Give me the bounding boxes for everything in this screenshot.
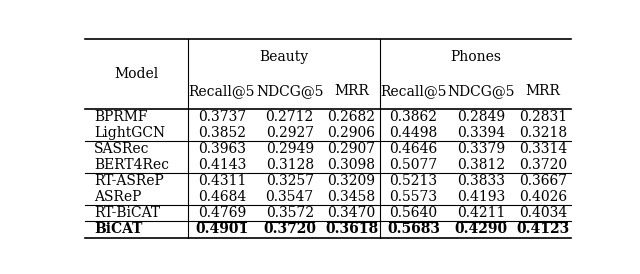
Text: 0.3667: 0.3667 [519,174,567,188]
Text: 0.3394: 0.3394 [457,126,505,140]
Text: 0.5573: 0.5573 [389,190,438,204]
Text: 0.3314: 0.3314 [519,142,567,156]
Text: Model: Model [115,67,159,81]
Text: 0.5077: 0.5077 [389,158,438,172]
Text: 0.3572: 0.3572 [266,206,314,220]
Text: 0.3963: 0.3963 [198,142,246,156]
Text: NDCG@5: NDCG@5 [256,84,323,98]
Text: 0.2682: 0.2682 [328,110,376,124]
Text: 0.2906: 0.2906 [328,126,376,140]
Text: MRR: MRR [525,84,561,98]
Text: BiCAT: BiCAT [94,222,142,236]
Text: 0.2907: 0.2907 [328,142,376,156]
Text: 0.4290: 0.4290 [454,222,508,236]
Text: 0.3720: 0.3720 [263,222,316,236]
Text: 0.4123: 0.4123 [516,222,570,236]
Text: 0.3128: 0.3128 [266,158,314,172]
Text: Recall@5: Recall@5 [380,84,447,98]
Text: 0.4211: 0.4211 [457,206,506,220]
Text: SASRec: SASRec [94,142,149,156]
Text: 0.4026: 0.4026 [519,190,567,204]
Text: 0.3812: 0.3812 [457,158,505,172]
Text: 0.3209: 0.3209 [328,174,376,188]
Text: BPRMF: BPRMF [94,110,147,124]
Text: MRR: MRR [334,84,369,98]
Text: 0.3737: 0.3737 [198,110,246,124]
Text: BERT4Rec: BERT4Rec [94,158,169,172]
Text: NDCG@5: NDCG@5 [447,84,515,98]
Text: 0.3547: 0.3547 [266,190,314,204]
Text: 0.2849: 0.2849 [457,110,505,124]
Text: 0.4034: 0.4034 [519,206,567,220]
Text: RT-ASReP: RT-ASReP [94,174,164,188]
Text: 0.3458: 0.3458 [328,190,376,204]
Text: 0.4684: 0.4684 [198,190,246,204]
Text: Phones: Phones [450,50,500,64]
Text: 0.2927: 0.2927 [266,126,314,140]
Text: 0.3618: 0.3618 [325,222,378,236]
Text: 0.4311: 0.4311 [198,174,246,188]
Text: Recall@5: Recall@5 [189,84,255,98]
Text: 0.5213: 0.5213 [389,174,438,188]
Text: 0.4193: 0.4193 [457,190,506,204]
Text: 0.5640: 0.5640 [389,206,438,220]
Text: 0.2712: 0.2712 [266,110,314,124]
Text: ASReP: ASReP [94,190,141,204]
Text: 0.3720: 0.3720 [519,158,567,172]
Text: LightGCN: LightGCN [94,126,165,140]
Text: 0.3862: 0.3862 [389,110,437,124]
Text: 0.3833: 0.3833 [457,174,505,188]
Text: 0.5683: 0.5683 [387,222,440,236]
Text: 0.3379: 0.3379 [457,142,505,156]
Text: 0.3098: 0.3098 [328,158,376,172]
Text: 0.2831: 0.2831 [519,110,567,124]
Text: 0.3470: 0.3470 [328,206,376,220]
Text: Beauty: Beauty [259,50,308,64]
Text: 0.4646: 0.4646 [389,142,438,156]
Text: RT-BiCAT: RT-BiCAT [94,206,160,220]
Text: 0.2949: 0.2949 [266,142,314,156]
Text: 0.4901: 0.4901 [195,222,248,236]
Text: 0.3852: 0.3852 [198,126,246,140]
Text: 0.3218: 0.3218 [519,126,567,140]
Text: 0.4769: 0.4769 [198,206,246,220]
Text: 0.4143: 0.4143 [198,158,246,172]
Text: 0.3257: 0.3257 [266,174,314,188]
Text: 0.4498: 0.4498 [389,126,438,140]
